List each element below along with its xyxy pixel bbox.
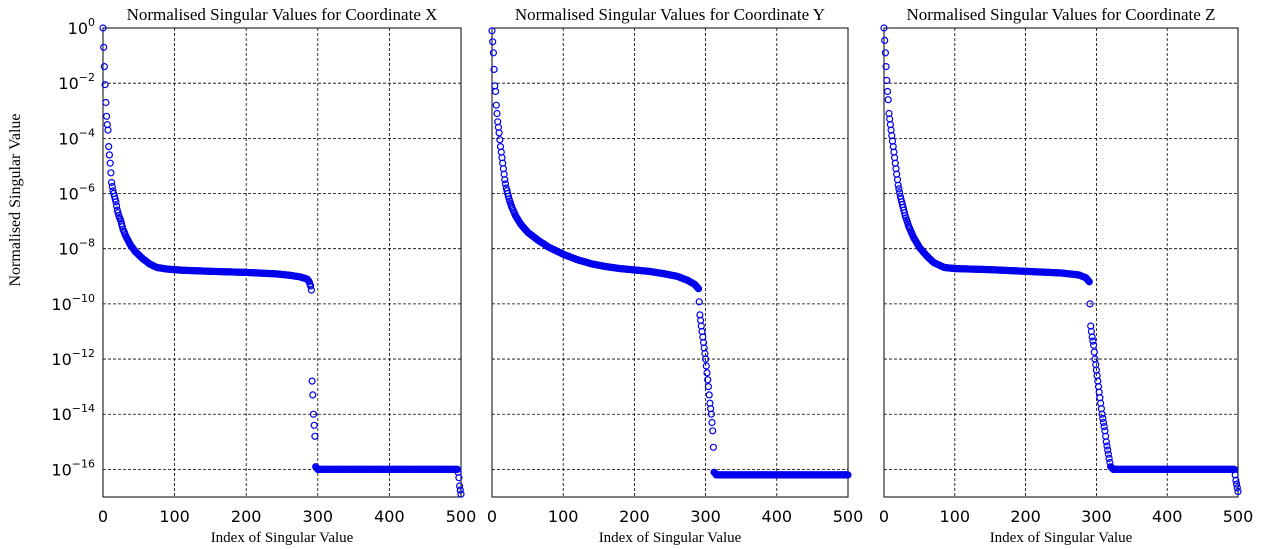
x-tick-label: 300 (1081, 507, 1112, 526)
x-axis-label: Index of Singular Value (599, 530, 742, 546)
data-point (106, 144, 112, 150)
data-point (312, 433, 318, 439)
data-point (490, 39, 496, 45)
plot-frame (103, 28, 461, 497)
y-tick-label: 10−16 (51, 457, 95, 479)
data-point (493, 102, 499, 108)
y-tick-label: 100 (68, 16, 95, 38)
y-tick-label: 10−14 (51, 402, 95, 424)
y-tick-label: 10−8 (58, 237, 95, 259)
x-tick-label: 200 (1010, 507, 1041, 526)
data-point (490, 50, 496, 56)
data-point (885, 97, 891, 103)
data-point (103, 100, 109, 106)
data-point (497, 137, 503, 143)
data-point (101, 64, 107, 70)
data-point (1091, 349, 1097, 355)
data-point (710, 428, 716, 434)
x-tick-label: 500 (446, 507, 477, 526)
data-point (885, 89, 891, 95)
x-tick-label: 100 (159, 507, 190, 526)
x-tick-label: 100 (548, 507, 579, 526)
data-series (100, 25, 464, 497)
data-point (882, 50, 888, 56)
data-point (309, 378, 315, 384)
data-point (1091, 342, 1097, 348)
data-point (494, 111, 500, 117)
data-point (703, 363, 709, 369)
x-axis-label: Index of Singular Value (211, 530, 354, 546)
y-axis-label: Normalised Singular Value (7, 113, 24, 286)
x-tick-label: 0 (879, 507, 889, 526)
plot-frame (492, 28, 848, 497)
data-series (881, 25, 1241, 495)
y-tick-label: 10−2 (58, 71, 95, 93)
data-point (101, 44, 107, 50)
data-point (311, 422, 317, 428)
data-point (884, 77, 890, 83)
chart-panel-1: Normalised Singular Values for Coordinat… (51, 5, 476, 546)
data-point (104, 113, 110, 119)
data-point (710, 444, 716, 450)
x-tick-label: 400 (374, 507, 405, 526)
x-tick-label: 200 (619, 507, 650, 526)
chart-panel-2: Normalised Singular Values for Coordinat… (487, 5, 863, 546)
data-point (704, 370, 710, 376)
y-tick-label: 10−6 (58, 182, 95, 204)
x-tick-label: 100 (940, 507, 971, 526)
chart-title: Normalised Singular Values for Coordinat… (515, 5, 825, 24)
x-tick-label: 0 (98, 507, 108, 526)
chart-title: Normalised Singular Values for Coordinat… (907, 5, 1216, 24)
data-point (108, 170, 114, 176)
x-tick-label: 400 (1152, 507, 1183, 526)
x-tick-label: 300 (690, 507, 721, 526)
data-series (489, 28, 851, 478)
data-point (882, 37, 888, 43)
x-tick-label: 200 (231, 507, 262, 526)
y-tick-label: 10−12 (51, 347, 95, 369)
data-point (107, 160, 113, 166)
x-tick-label: 500 (833, 507, 864, 526)
data-point (705, 384, 711, 390)
data-point (709, 420, 715, 426)
x-tick-label: 500 (1223, 507, 1254, 526)
y-tick-label: 10−4 (58, 126, 95, 148)
data-point (310, 392, 316, 398)
chart-title: Normalised Singular Values for Coordinat… (127, 5, 438, 24)
x-tick-label: 300 (303, 507, 334, 526)
x-tick-label: 400 (762, 507, 793, 526)
data-point (308, 287, 314, 293)
y-tick-label: 10−10 (51, 292, 95, 314)
data-point (706, 392, 712, 398)
x-tick-label: 0 (487, 507, 497, 526)
data-point (106, 152, 112, 158)
chart-panel-3: Normalised Singular Values for Coordinat… (879, 5, 1253, 546)
x-axis-label: Index of Singular Value (990, 530, 1133, 546)
